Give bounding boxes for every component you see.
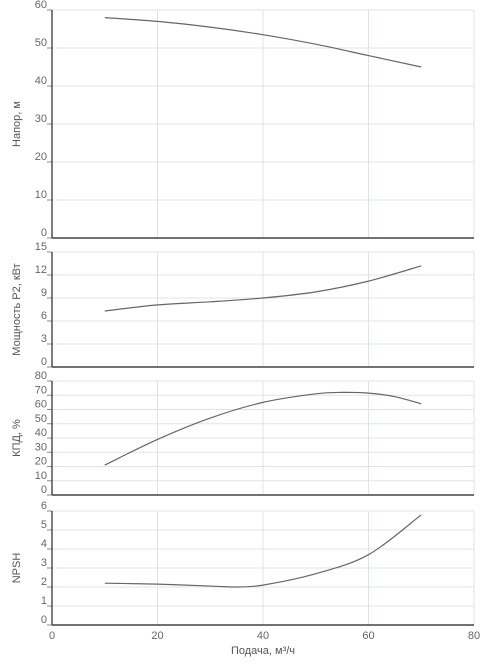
panel-4-curve-1: [104, 514, 422, 588]
panel-4-ytick-label-5: 5: [41, 519, 47, 531]
panel-3-ytick-label-3: 30: [35, 441, 47, 453]
x-tick-label-2: 40: [257, 630, 269, 642]
panel-4-ytick-label-3: 3: [41, 557, 47, 569]
panel-2-ytick-label-3: 9: [41, 287, 47, 299]
panel-4-ytick-label-4: 4: [41, 538, 47, 550]
panel-2-ytick-label-0: 0: [41, 356, 47, 368]
panel-1-curve-1: [104, 17, 422, 68]
panel-3: 0 10 20 30 40 50 60 70 80 КПД, %: [11, 370, 475, 496]
panel-2-ytick-label-2: 6: [41, 310, 47, 322]
panel-3-ytick-label-1: 10: [35, 470, 47, 482]
panel-4: 0 1 2 3 4 5 6 NPSH: [11, 500, 475, 626]
panel-4-ytick-label-6: 6: [41, 500, 47, 512]
panel-3-ytick-label-5: 50: [35, 413, 47, 425]
panel-1-ytick-label-3: 30: [35, 113, 47, 125]
panel-3-y-axis-label: КПД, %: [11, 419, 23, 457]
panel-1: 0 10 20 30 40 50 60 Напор, м: [11, 0, 475, 239]
panel-3-ytick-label-6: 60: [35, 399, 47, 411]
x-tick-label-1: 20: [151, 630, 163, 642]
panel-3-ytick-label-4: 40: [35, 427, 47, 439]
panel-4-ytick-label-1: 1: [41, 595, 47, 607]
panel-1-ytick-label-2: 20: [35, 151, 47, 163]
panel-3-curve-1: [104, 391, 422, 466]
panel-2: 0 3 6 9 12 15 Мощность P2, кВт: [11, 241, 475, 368]
panel-1-ytick-label-4: 40: [35, 75, 47, 87]
panel-1-ytick-label-6: 60: [35, 0, 47, 11]
panel-2-ytick-label-4: 12: [35, 264, 47, 276]
panel-3-ytick-label-8: 80: [35, 370, 47, 382]
panel-4-y-axis-label: NPSH: [11, 553, 23, 584]
panel-1-y-axis-label: Напор, м: [11, 101, 23, 147]
panel-3-ytick-label-0: 0: [41, 484, 47, 496]
panel-2-curve-1: [104, 265, 422, 312]
x-tick-label-4: 80: [468, 630, 480, 642]
panel-4-ytick-label-0: 0: [41, 614, 47, 626]
panel-1-ytick-label-0: 0: [41, 227, 47, 239]
panel-2-y-axis-label: Мощность P2, кВт: [11, 263, 23, 355]
panel-2-ytick-label-1: 3: [41, 333, 47, 345]
x-axis-label: Подача, м³/ч: [231, 645, 295, 657]
x-tick-label-0: 0: [49, 630, 55, 642]
panel-3-ytick-label-7: 70: [35, 384, 47, 396]
panel-2-ytick-label-5: 15: [35, 241, 47, 253]
panel-1-ytick-label-1: 10: [35, 189, 47, 201]
panel-1-ytick-label-5: 50: [35, 37, 47, 49]
x-tick-label-3: 60: [362, 630, 374, 642]
panel-3-ytick-label-2: 20: [35, 456, 47, 468]
panel-4-ytick-label-2: 2: [41, 576, 47, 588]
